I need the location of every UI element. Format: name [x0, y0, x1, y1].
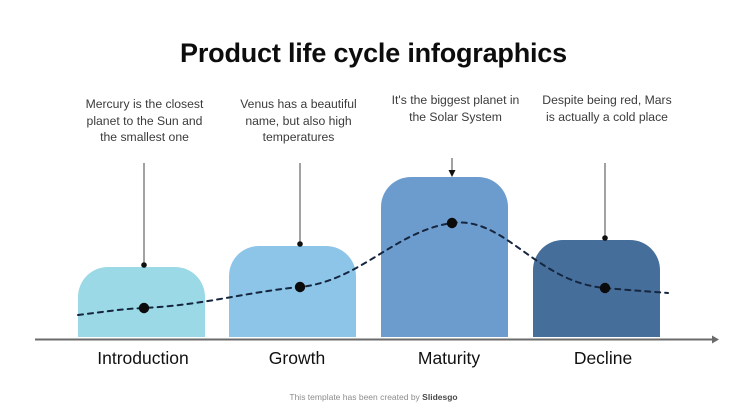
leader-dot-decline	[602, 235, 608, 241]
stage-label-decline: Decline	[573, 348, 633, 368]
curve-marker-maturity	[446, 217, 458, 229]
footer-brand-name: Slidesgo	[422, 392, 458, 402]
bar-introduction	[78, 267, 205, 337]
stage-description-decline: Despite being red, Mars is actually a co…	[542, 93, 672, 124]
stage-label-introduction: Introduction	[97, 348, 189, 368]
footer-credit: This template has been created by Slides…	[0, 392, 747, 402]
stage-description-introduction: Mercury is the closest planet to the Sun…	[85, 97, 204, 144]
leader-dot-introduction	[141, 262, 147, 268]
bar-decline	[533, 240, 660, 337]
curve-marker-growth	[294, 281, 306, 293]
footer-credit-text: This template has been created by	[289, 392, 423, 402]
leader-dot-growth	[297, 241, 303, 247]
axis-arrow-icon	[712, 335, 719, 344]
stage-description-maturity: It's the biggest planet in the Solar Sys…	[391, 93, 520, 124]
stage-label-growth: Growth	[268, 348, 326, 368]
bar-growth	[229, 246, 356, 337]
leader-arrow-maturity	[448, 170, 456, 177]
bar-maturity	[381, 177, 508, 337]
stage-label-maturity: Maturity	[417, 348, 481, 368]
curve-marker-introduction	[138, 302, 150, 314]
stage-description-growth: Venus has a beautiful name, but also hig…	[240, 97, 357, 144]
curve-marker-decline	[599, 282, 611, 294]
page-title: Product life cycle infographics	[180, 38, 567, 68]
